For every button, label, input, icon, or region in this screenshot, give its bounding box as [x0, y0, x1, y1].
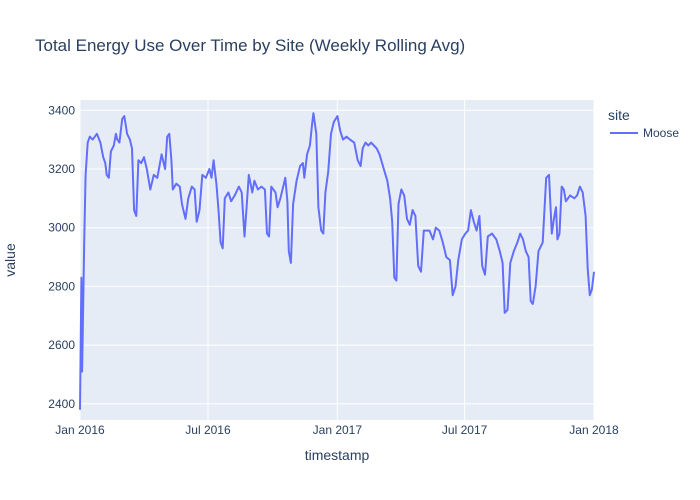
legend-title: site [608, 107, 630, 123]
x-tick-label: Jan 2018 [569, 423, 619, 437]
series-line-moose [79, 112, 595, 410]
legend[interactable]: site Moose [608, 107, 679, 140]
plot-series [79, 112, 595, 410]
y-tick-label: 3200 [48, 162, 75, 176]
y-tick-label: 2800 [48, 279, 75, 293]
legend-item-label: Moose [643, 126, 679, 140]
x-tick-label: Jan 2016 [55, 423, 105, 437]
y-tick-label: 3000 [48, 221, 75, 235]
y-tick-label: 3400 [48, 103, 75, 117]
axis-ticks: 2400 2600 2800 3000 3200 3400 Jan 2016 Jul 2016… [48, 103, 619, 437]
y-tick-label: 2400 [48, 397, 75, 411]
x-tick-label: Jan 2017 [313, 423, 363, 437]
y-tick-label: 2600 [48, 338, 75, 352]
chart-title: Total Energy Use Over Time by Site (Week… [35, 36, 465, 55]
y-axis-title: value [2, 243, 18, 277]
x-tick-label: Jul 2017 [442, 423, 488, 437]
x-tick-label: Jul 2016 [185, 423, 231, 437]
x-axis-title: timestamp [305, 447, 370, 463]
